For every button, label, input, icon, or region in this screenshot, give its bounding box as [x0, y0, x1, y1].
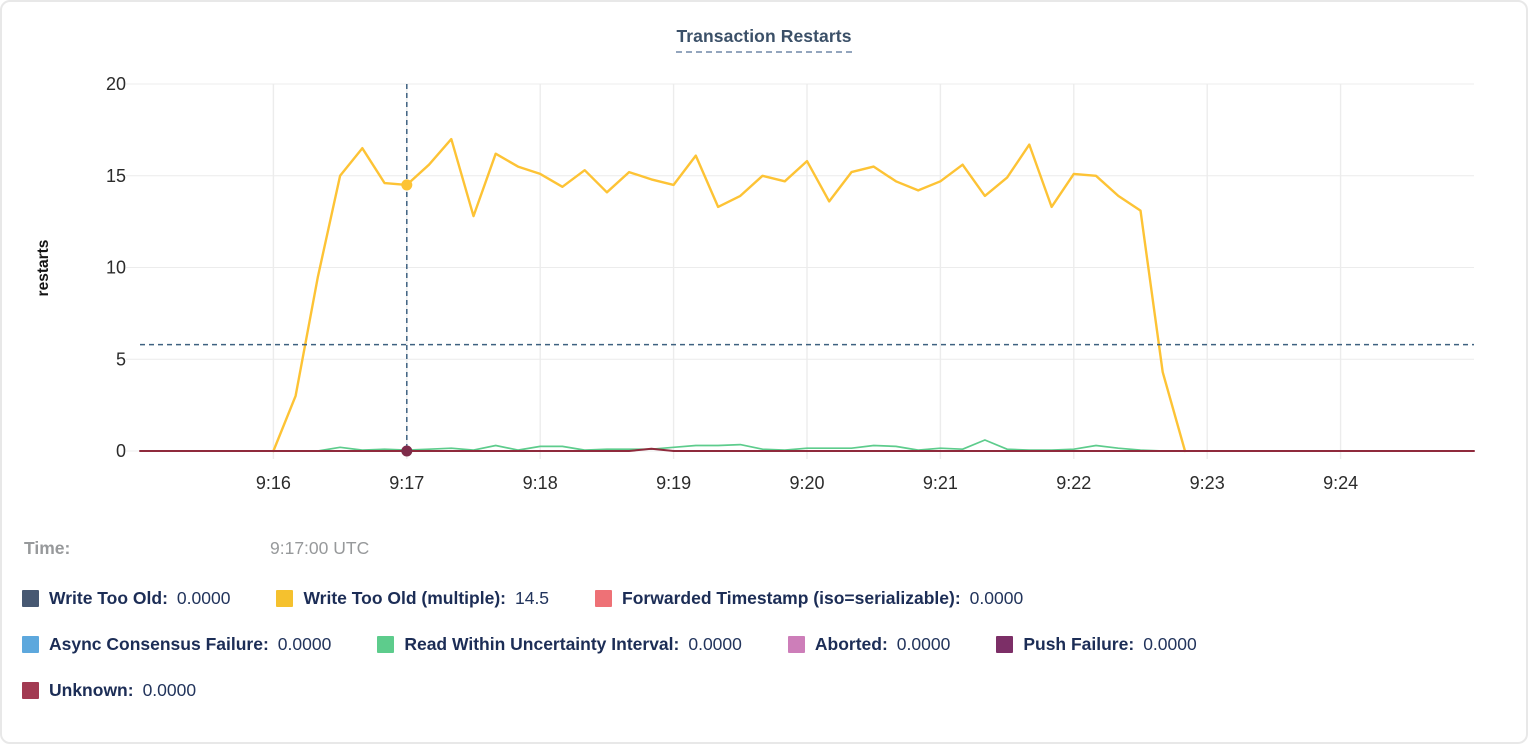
x-tick-label: 9:24: [1323, 473, 1358, 493]
legend-swatch-icon: [595, 590, 613, 607]
chart-title[interactable]: Transaction Restarts: [676, 26, 852, 53]
x-tick-label: 9:23: [1190, 473, 1225, 493]
y-tick-label: 5: [116, 349, 126, 369]
legend-row-2: Async Consensus Failure: 0.0000 Read Withi…: [22, 634, 1197, 655]
legend-value: 0.0000: [969, 588, 1024, 608]
x-tick-label: 9:17: [389, 473, 424, 493]
legend-item-async-consensus-failure[interactable]: Async Consensus Failure: 0.0000: [22, 634, 331, 655]
chart-title-wrap: Transaction Restarts: [2, 26, 1526, 53]
legend-item-forwarded-timestamp-iso-serializable[interactable]: Forwarded Timestamp (iso=serializable): 0…: [595, 588, 1023, 609]
legend-value: 14.5: [514, 588, 550, 608]
series-line-unknown: [139, 447, 1475, 452]
legend-label: Unknown:: [49, 680, 134, 700]
series-line-write-too-old-multiple: [272, 137, 1187, 453]
legend-item-push-failure[interactable]: Push Failure: 0.0000: [996, 634, 1197, 655]
legend-swatch-icon: [276, 590, 294, 607]
legend-row-3: Unknown: 0.0000: [22, 680, 196, 701]
y-tick-label: 20: [106, 74, 126, 94]
legend-label: Forwarded Timestamp (iso=serializable):: [622, 588, 961, 608]
x-tick-label: 9:16: [256, 473, 291, 493]
legend-label: Write Too Old:: [49, 588, 168, 608]
legend-swatch-icon: [996, 636, 1014, 653]
legend-label: Aborted:: [814, 634, 888, 654]
legend-value: 0.0000: [277, 634, 332, 654]
legend-swatch-icon: [22, 590, 39, 607]
time-label: Time:: [24, 538, 71, 558]
legend-value: 0.0000: [896, 634, 951, 654]
transaction-restarts-chart[interactable]: 0 5 10 15 20 9:16 9:17 9:18 9:19 9:20 9:21 9:22 9:23…: [2, 2, 1528, 518]
legend-item-unknown[interactable]: Unknown: 0.0000: [22, 680, 196, 701]
y-axis-title: restarts: [35, 240, 52, 297]
legend-item-read-within-uncertainty-interval[interactable]: Read Within Uncertainty Interval: 0.0000: [377, 634, 742, 655]
x-tick-label: 9:21: [923, 473, 958, 493]
legend-label: Write Too Old (multiple):: [303, 588, 506, 608]
y-tick-label: 0: [116, 441, 126, 461]
legend-row-1: Write Too Old: 0.0000 Write Too Old (multi…: [22, 588, 1023, 609]
legend-swatch-icon: [22, 682, 39, 699]
hover-point-unknown: [401, 445, 413, 457]
legend-value: 0.0000: [1143, 634, 1197, 654]
legend-swatch-icon: [787, 636, 805, 653]
legend-label: Read Within Uncertainty Interval:: [404, 634, 680, 654]
legend-label: Push Failure:: [1023, 634, 1135, 654]
legend-item-write-too-old[interactable]: Write Too Old: 0.0000: [22, 588, 230, 609]
hover-time-row: Time: 9:17:00 UTC: [24, 538, 1506, 564]
legend-label: Async Consensus Failure:: [49, 634, 269, 654]
y-tick-label: 15: [106, 166, 126, 186]
legend-item-write-too-old-multiple[interactable]: Write Too Old (multiple): 14.5: [276, 588, 549, 609]
x-tick-label: 9:20: [789, 473, 824, 493]
time-value: 9:17:00 UTC: [270, 538, 370, 558]
series-line-read-within-uncertainty-interval: [317, 439, 1164, 452]
legend-value: 0.0000: [142, 680, 197, 700]
legend-item-aborted[interactable]: Aborted: 0.0000: [787, 634, 951, 655]
x-tick-label: 9:22: [1056, 473, 1091, 493]
legend-swatch-icon: [377, 636, 395, 653]
legend-swatch-icon: [22, 636, 39, 653]
hover-point-write-too-old-multiple: [401, 179, 413, 191]
x-tick-label: 9:19: [656, 473, 691, 493]
x-tick-label: 9:18: [523, 473, 558, 493]
y-tick-label: 10: [106, 258, 126, 278]
legend-value: 0.0000: [688, 634, 742, 654]
legend-value: 0.0000: [176, 588, 231, 608]
